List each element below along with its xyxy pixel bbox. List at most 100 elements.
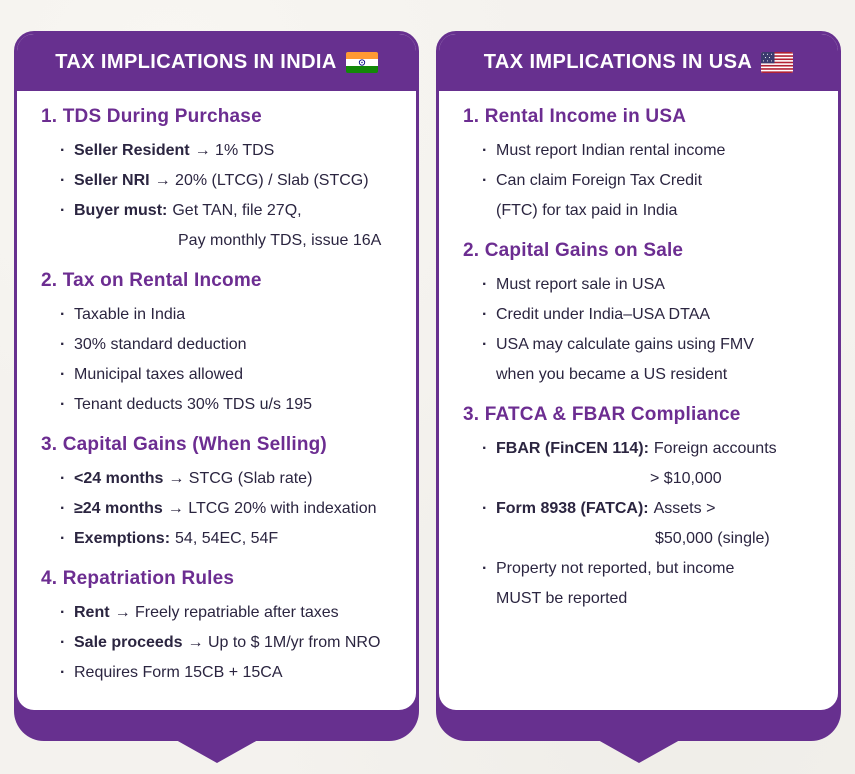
item-text: 30% standard deduction — [74, 336, 247, 353]
item-text: → Up to $ 1M/yr from NRO — [187, 634, 381, 651]
bullet-dot-icon: · — [60, 306, 66, 323]
item-bold-text: FBAR (FinCEN 114): — [496, 440, 649, 457]
usa-card-panel: TAX IMPLICATIONS IN USA — [436, 31, 841, 713]
india-card-title: TAX IMPLICATIONS IN INDIA — [55, 51, 337, 73]
bullet-dot-icon: · — [60, 202, 66, 219]
section: 2. Tax on Rental Income · Taxable in India… — [41, 269, 398, 420]
bullet-dot-icon: · — [482, 306, 488, 323]
item-text: → 1% TDS — [194, 142, 275, 159]
india-card-body: 1. TDS During Purchase · Seller Resident → … — [17, 91, 416, 688]
item-text: Property not reported, but income — [496, 560, 735, 577]
list-item: · 30% standard deduction — [41, 330, 398, 360]
list-item-continuation: $50,000 (single) — [463, 524, 820, 554]
bullet-dot-icon: · — [60, 336, 66, 353]
bullet-dot-icon: · — [60, 470, 66, 487]
item-text: Tenant deducts 30% TDS u/s 195 — [74, 396, 313, 413]
item-bold-text: Form 8938 (FATCA): — [496, 500, 649, 517]
list-item-continuation: > $10,000 — [463, 464, 820, 494]
section-heading: 1. Rental Income in USA — [463, 106, 687, 127]
list-item: · Must report Indian rental income — [463, 136, 820, 166]
item-bold-text: Buyer must: — [74, 202, 168, 219]
item-text: 54, 54EC, 54F — [175, 530, 279, 547]
list-item-continuation: (FTC) for tax paid in India — [463, 196, 820, 226]
item-text: Assets > — [653, 500, 716, 517]
item-text: > $10,000 — [650, 470, 722, 487]
bullet-dot-icon: · — [482, 500, 488, 517]
section: 3. Capital Gains (When Selling) · <24 mont… — [41, 433, 398, 554]
list-item: · Rent → Freely repatriable after taxes — [41, 598, 398, 628]
section: 4. Repatriation Rules · Rent → Freely repat… — [41, 567, 398, 688]
bullet-dot-icon: · — [482, 172, 488, 189]
bullet-dot-icon: · — [482, 142, 488, 159]
section-heading: 3. FATCA & FBAR Compliance — [463, 404, 741, 425]
item-text: → 20% (LTCG) / Slab (STCG) — [154, 172, 369, 189]
usa-card-title: TAX IMPLICATIONS IN USA — [483, 51, 753, 73]
list-item: · <24 months → STCG (Slab rate) — [41, 464, 398, 494]
india-card-panel: TAX IMPLICATIONS IN INDIA 1. TDS During … — [14, 31, 419, 713]
item-text: → Freely repatriable after taxes — [114, 604, 339, 621]
list-item: · Taxable in India — [41, 300, 398, 330]
item-text: Can claim Foreign Tax Credit — [496, 172, 703, 189]
list-item: · Credit under India–USA DTAA — [463, 300, 820, 330]
item-bold-text: Exemptions: — [74, 530, 171, 547]
list-item-continuation: MUST be reported — [463, 584, 820, 614]
section: 1. TDS During Purchase · Seller Resident → … — [41, 105, 398, 256]
bullet-dot-icon: · — [482, 560, 488, 577]
item-text: Get TAN, file 27Q, — [172, 202, 302, 219]
bullet-dot-icon: · — [60, 500, 66, 517]
item-text: → STCG (Slab rate) — [168, 470, 313, 487]
list-item: · USA may calculate gains using FMV — [463, 330, 820, 360]
item-text: when you became a US resident — [496, 366, 728, 383]
list-item: · Municipal taxes allowed — [41, 360, 398, 390]
item-text: Requires Form 15CB + 15CA — [74, 664, 283, 681]
bullet-dot-icon: · — [60, 664, 66, 681]
usa-card: TAX IMPLICATIONS IN USA — [436, 31, 841, 741]
bullet-dot-icon: · — [482, 336, 488, 353]
list-item: · ≥24 months → LTCG 20% with indexation — [41, 494, 398, 524]
item-bold-text: Seller NRI — [74, 172, 150, 189]
list-item: · Must report sale in USA — [463, 270, 820, 300]
item-text: → LTCG 20% with indexation — [167, 500, 377, 517]
section-heading: 4. Repatriation Rules — [41, 568, 235, 589]
list-item: · Form 8938 (FATCA): Assets > — [463, 494, 820, 524]
item-text: Foreign accounts — [653, 440, 777, 457]
item-bold-text: Rent — [74, 604, 110, 621]
list-item: · Property not reported, but income — [463, 554, 820, 584]
list-item: · FBAR (FinCEN 114): Foreign accounts — [463, 434, 820, 464]
list-item: · Sale proceeds → Up to $ 1M/yr from NRO — [41, 628, 398, 658]
usa-card-body: 1. Rental Income in USA · Must report Indi… — [439, 91, 838, 614]
bullet-dot-icon: · — [60, 366, 66, 383]
usa-card-header: TAX IMPLICATIONS IN USA — [439, 34, 838, 91]
bullet-dot-icon: · — [60, 604, 66, 621]
item-bold-text: ≥24 months — [74, 500, 163, 517]
bullet-dot-icon: · — [60, 142, 66, 159]
item-text: MUST be reported — [496, 590, 628, 607]
section-heading: 2. Capital Gains on Sale — [463, 240, 684, 261]
india-card: TAX IMPLICATIONS IN INDIA 1. TDS During … — [14, 31, 419, 741]
item-text: Must report Indian rental income — [496, 142, 726, 159]
section-heading: 2. Tax on Rental Income — [41, 270, 262, 291]
section-heading: 1. TDS During Purchase — [41, 106, 262, 127]
bullet-dot-icon: · — [60, 530, 66, 547]
bullet-dot-icon: · — [482, 276, 488, 293]
bullet-dot-icon: · — [482, 440, 488, 457]
list-item: · Can claim Foreign Tax Credit — [463, 166, 820, 196]
india-card-header: TAX IMPLICATIONS IN INDIA — [17, 34, 416, 91]
item-bold-text: Sale proceeds — [74, 634, 183, 651]
item-bold-text: <24 months — [74, 470, 164, 487]
section-heading: 3. Capital Gains (When Selling) — [41, 434, 327, 455]
section: 1. Rental Income in USA · Must report Indi… — [463, 105, 820, 226]
item-text: Must report sale in USA — [496, 276, 665, 293]
item-text: Pay monthly TDS, issue 16A — [178, 232, 382, 249]
usa-flag-icon — [761, 52, 794, 73]
item-text: (FTC) for tax paid in India — [496, 202, 678, 219]
bullet-dot-icon: · — [60, 172, 66, 189]
bullet-dot-icon: · — [60, 634, 66, 651]
section: 2. Capital Gains on Sale · Must report sal… — [463, 239, 820, 390]
item-text: Taxable in India — [74, 306, 186, 323]
list-item: · Buyer must: Get TAN, file 27Q, — [41, 196, 398, 226]
section: 3. FATCA & FBAR Compliance · FBAR (FinCEN … — [463, 403, 820, 614]
list-item-continuation: when you became a US resident — [463, 360, 820, 390]
list-item: · Seller Resident → 1% TDS — [41, 136, 398, 166]
list-item: · Seller NRI → 20% (LTCG) / Slab (STCG) — [41, 166, 398, 196]
